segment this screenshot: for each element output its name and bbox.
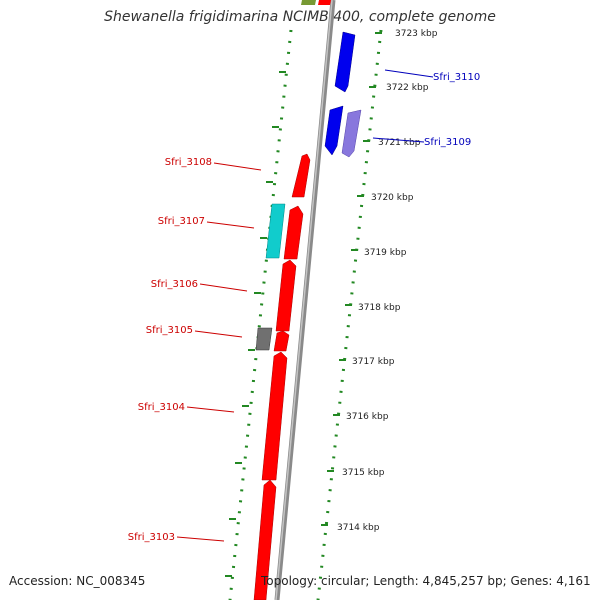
tick-label: 3722 kbp <box>386 83 429 93</box>
tick-label: 3723 kbp <box>395 29 438 39</box>
topology-summary-text: Topology: circular; Length: 4,845,257 bp… <box>261 574 591 588</box>
leader-line <box>194 330 243 338</box>
leader-line <box>384 69 434 78</box>
gene-sfri-3110[interactable] <box>334 31 356 93</box>
gene-sfri-3106[interactable] <box>275 259 297 332</box>
tick-label: 3718 kbp <box>358 303 401 313</box>
gene-sfri-3107-red[interactable] <box>283 205 304 260</box>
gene-label-sfri-3106[interactable]: Sfri_3106 <box>151 279 198 290</box>
leader-lines-right <box>372 69 434 143</box>
tick-label: 3719 kbp <box>364 248 407 258</box>
tick-label: 3720 kbp <box>371 193 414 203</box>
tick-label: 3716 kbp <box>346 412 389 422</box>
tick-label: 3717 kbp <box>352 357 395 367</box>
leader-line <box>176 536 225 542</box>
backbone <box>274 0 336 600</box>
gene-sfri-3109-blue[interactable] <box>324 105 344 156</box>
gene-label-sfri-3104[interactable]: Sfri_3104 <box>138 402 185 413</box>
leader-line <box>199 283 248 292</box>
ruler-dashes-right <box>321 32 382 526</box>
gene-sfri-3105-gray[interactable] <box>255 327 273 351</box>
map-title: Shewanella frigidimarina NCIMB 400, comp… <box>104 9 496 25</box>
tick-label: 3715 kbp <box>342 468 385 478</box>
outer-ruler-left <box>228 29 293 600</box>
gene-red-partial-top[interactable] <box>318 0 331 5</box>
backbone-line <box>274 0 336 600</box>
gene-sfri-3104[interactable] <box>261 351 288 481</box>
gene-label-sfri-3109[interactable]: Sfri_3109 <box>424 137 471 148</box>
gene-sfri-3103[interactable] <box>253 479 277 600</box>
tick-label: 3721 kbp <box>378 138 421 148</box>
gene-olive-partial[interactable] <box>301 0 316 5</box>
leader-line <box>372 137 425 143</box>
ruler-dots <box>228 29 383 600</box>
leader-lines-left <box>176 162 262 542</box>
ruler-tick-labels: 3723 kbp 3722 kbp 3721 kbp 3720 kbp 3719… <box>337 29 438 533</box>
tick-label: 3714 kbp <box>337 523 380 533</box>
gene-sfri-3108[interactable] <box>291 153 311 198</box>
gene-label-sfri-3105[interactable]: Sfri_3105 <box>146 325 193 336</box>
leader-line <box>206 221 255 229</box>
gene-label-sfri-3103[interactable]: Sfri_3103 <box>128 532 175 543</box>
gene-labels-left: Sfri_3108 Sfri_3107 Sfri_3106 Sfri_3105 … <box>128 157 212 543</box>
ruler-dashes-left <box>225 71 286 577</box>
accession-text: Accession: NC_008345 <box>9 574 146 588</box>
gene-label-sfri-3108[interactable]: Sfri_3108 <box>165 157 212 168</box>
gene-sfri-3107-cyan[interactable] <box>265 203 286 259</box>
gene-sfri-3105-red[interactable] <box>273 330 290 352</box>
leader-line <box>213 162 262 171</box>
gene-label-sfri-3110[interactable]: Sfri_3110 <box>433 72 480 83</box>
backbone-highlight <box>275 0 333 600</box>
outer-ruler-right <box>316 29 383 600</box>
gene-label-sfri-3107[interactable]: Sfri_3107 <box>158 216 205 227</box>
leader-line <box>186 406 235 413</box>
gene-labels-right: Sfri_3110 Sfri_3109 <box>424 72 480 148</box>
gene-sfri-3109-purple[interactable] <box>341 109 362 158</box>
